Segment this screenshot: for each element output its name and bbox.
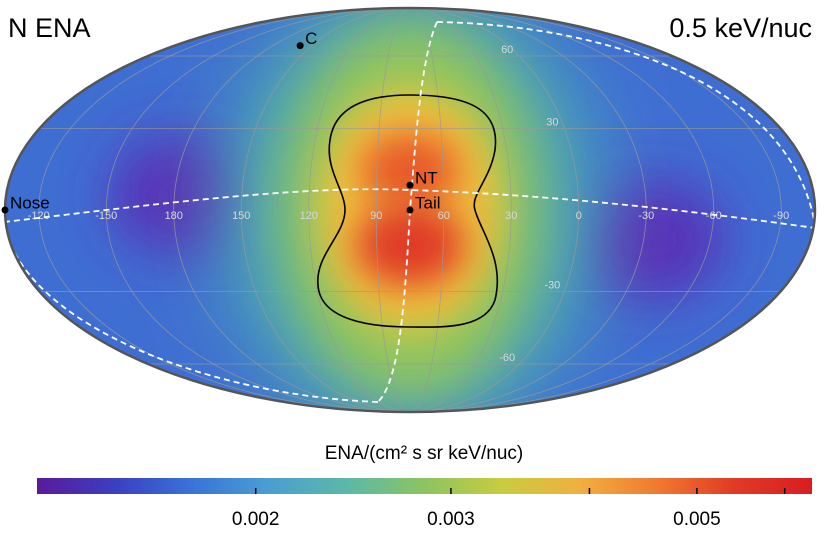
lon-tick-label: 120: [300, 210, 318, 222]
lon-tick-label: -60: [706, 210, 722, 222]
colorbar-tick-label: 0.005: [673, 509, 721, 530]
colorbar-axis: 0.002 0.003 0.005: [232, 488, 786, 530]
graticule: -120 -150 180 150 120 90 60 30 0 -30 -60 -90 60 30 -30…: [28, 7, 789, 413]
point: [406, 181, 414, 189]
lat-tick-label: -60: [499, 352, 515, 364]
point: [1, 206, 9, 214]
lon-tick-label: 150: [232, 210, 250, 222]
lat-tick-label: 30: [546, 116, 558, 128]
lon-tick-label: 180: [165, 210, 183, 222]
points: C NT Tail Nose: [1, 29, 441, 214]
point-label: NT: [415, 169, 438, 188]
lon-tick-label: 30: [505, 210, 517, 222]
colorbar-label: ENA/(cm² s sr keV/nuc): [325, 443, 523, 464]
lon-tick-label: -30: [638, 210, 654, 222]
lat-tick-label: -30: [544, 280, 560, 292]
lon-tick-label: -120: [28, 210, 50, 222]
subtitle: 0.5 keV/nuc: [669, 13, 812, 43]
colorbar-tick-label: 0.003: [427, 509, 475, 530]
lon-tick-label: 60: [438, 210, 450, 222]
colorbar-tick-label: 0.002: [232, 509, 280, 530]
lon-tick-label: 90: [370, 210, 382, 222]
point-label: Tail: [415, 193, 441, 212]
contour: [317, 94, 499, 328]
point-label: Nose: [10, 193, 50, 212]
point-label: C: [305, 29, 317, 48]
lon-tick-label: -90: [773, 210, 789, 222]
point: [406, 206, 414, 214]
lon-tick-label: -150: [95, 210, 117, 222]
colorbar: [37, 478, 812, 494]
lon-tick-label: 0: [576, 210, 582, 222]
point: [296, 42, 304, 50]
lat-tick-label: 60: [501, 44, 513, 56]
title: N ENA: [8, 13, 91, 43]
